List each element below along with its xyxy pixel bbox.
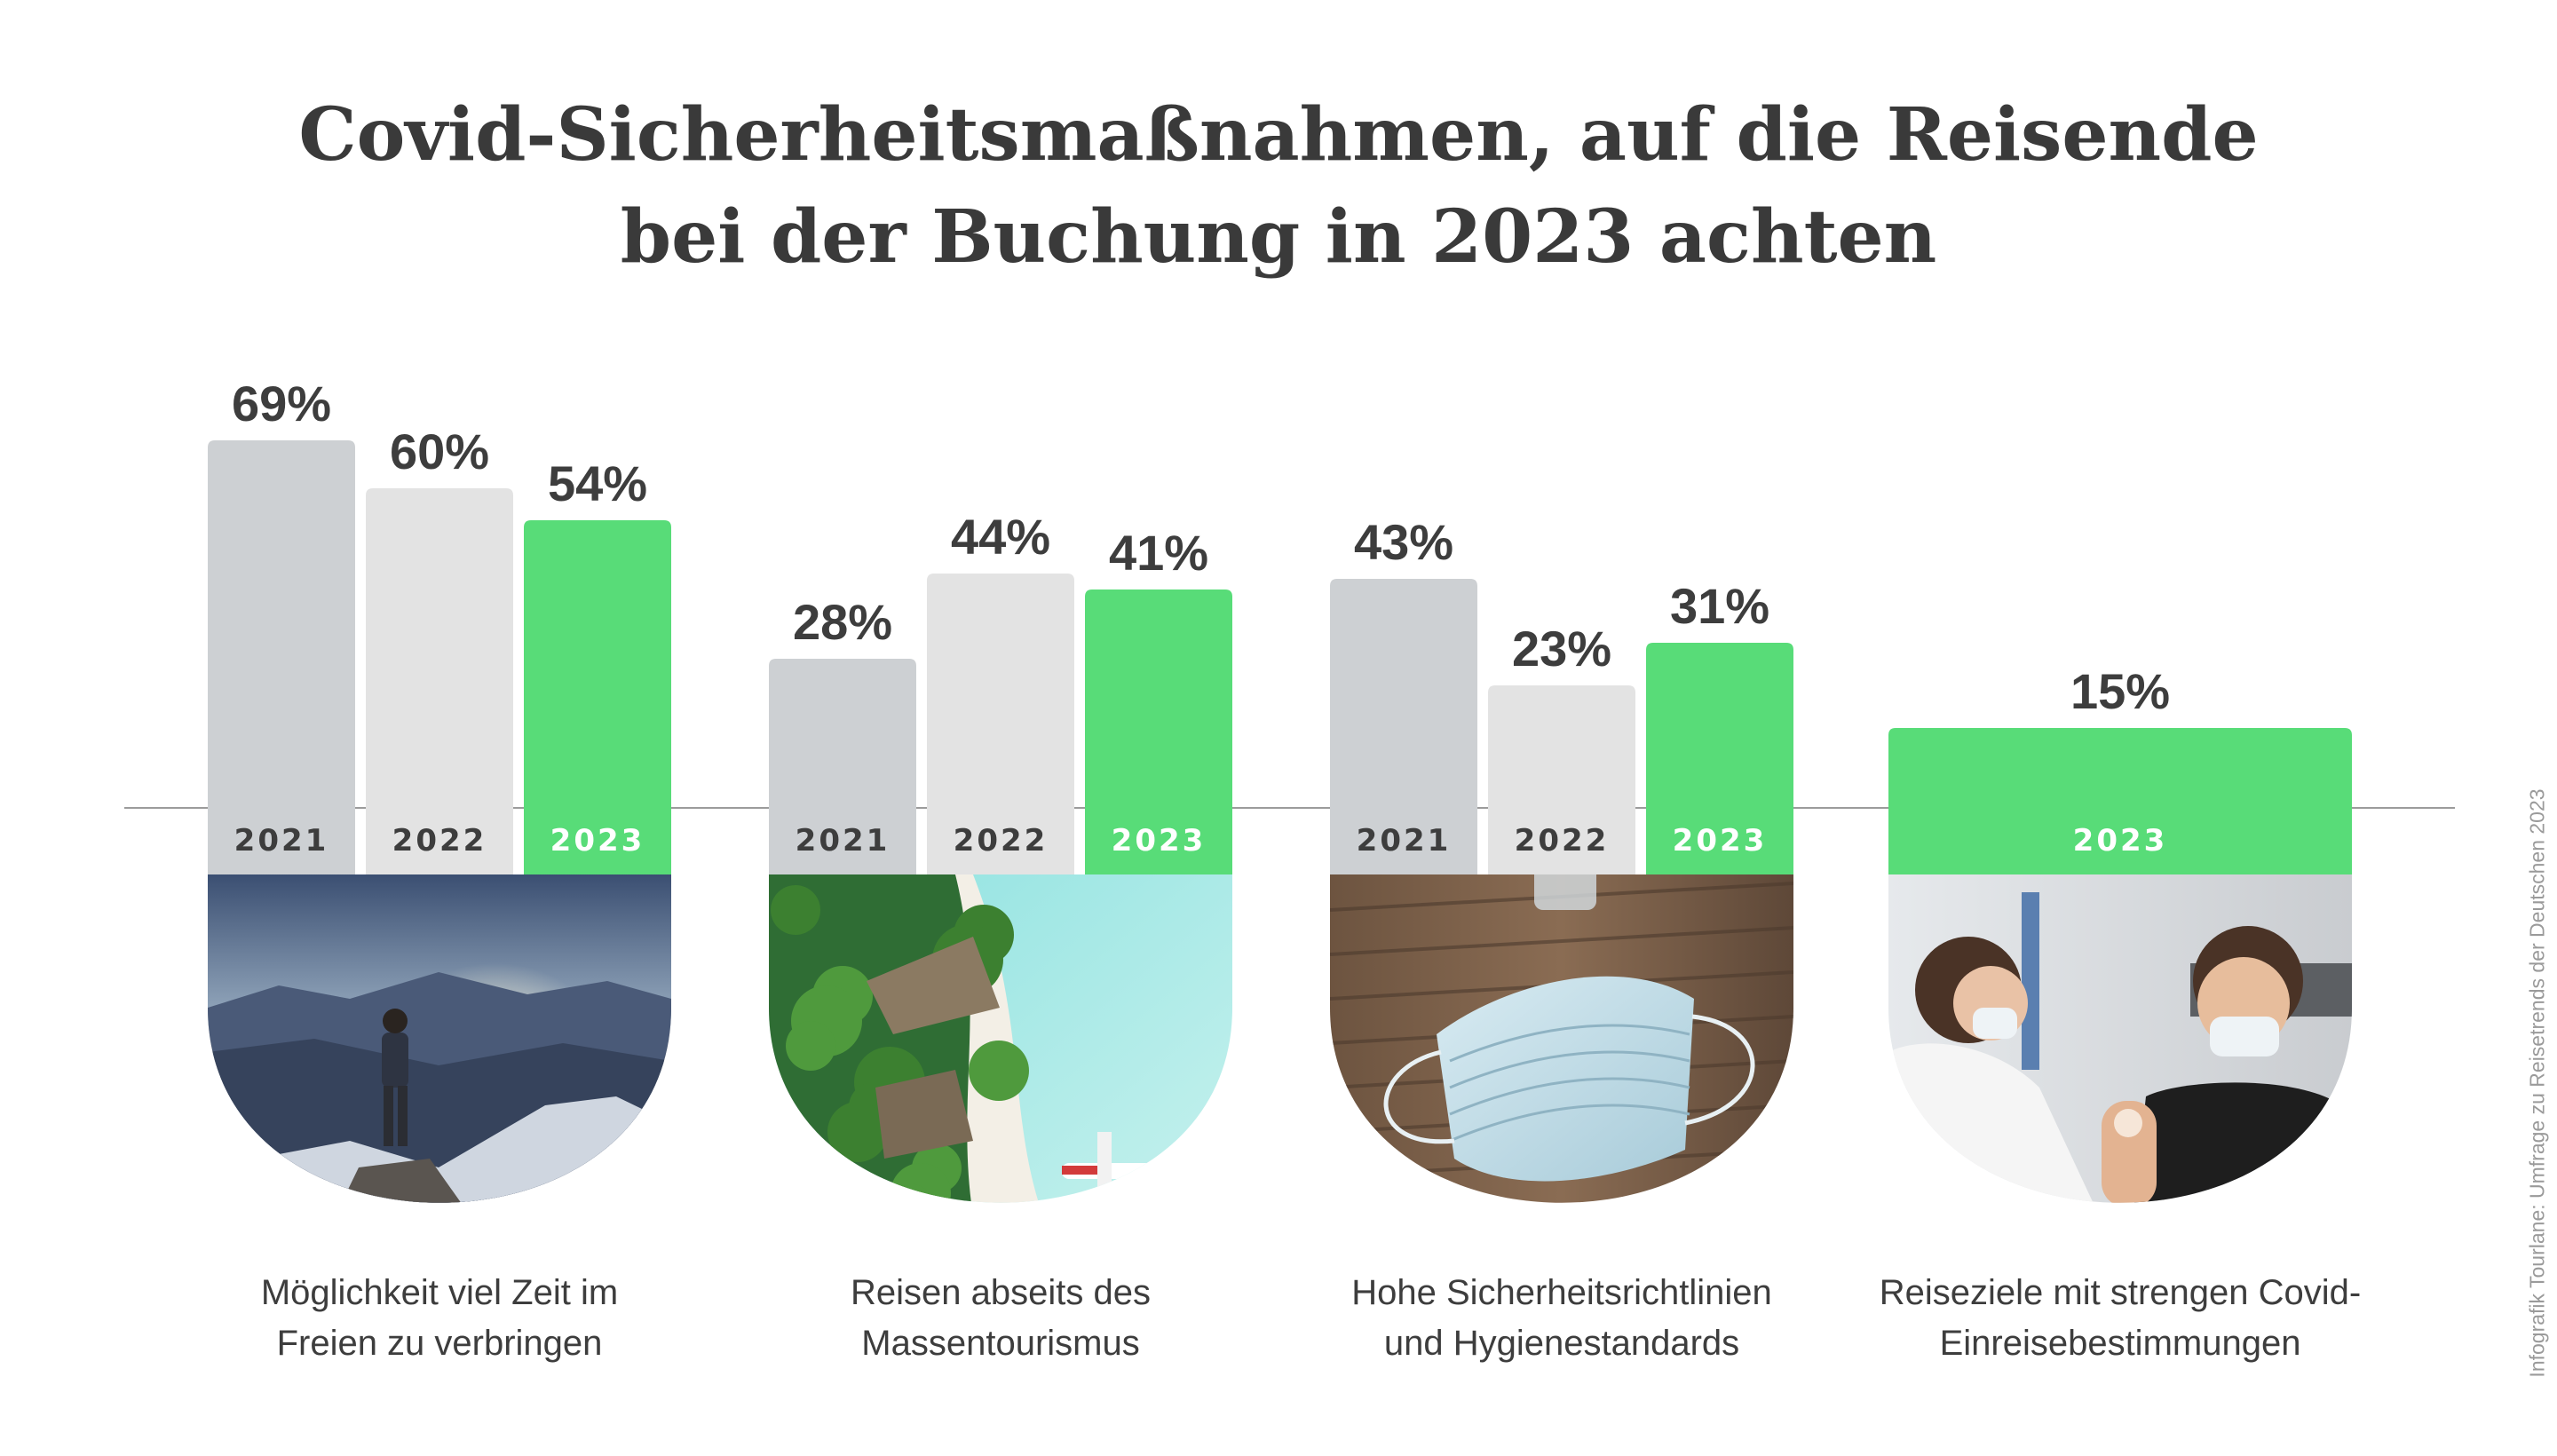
bar-group-2-2023 [1085,590,1232,874]
value-label-group-4-2023: 15% [2070,663,2170,719]
value-label-group-3-2022: 23% [1512,621,1611,677]
source-note: Infografik Tourlane: Umfrage zu Reisetre… [2525,788,2549,1378]
caption-group-2: Reisen abseits des Massentourismus [716,1268,1285,1369]
value-label-group-2-2023: 41% [1109,525,1208,581]
bar-group-2-2021 [769,659,916,874]
face-mask-on-table-image [1330,874,1793,1203]
value-label-group-3-2023: 31% [1670,578,1769,634]
tropical-beach-palms-seaplane-image [769,874,1232,1203]
caption-group-1-line-1: Möglichkeit viel Zeit im [260,1273,619,1312]
value-label-group-3-2021: 43% [1354,514,1453,570]
bar-group-3-2021 [1330,579,1477,874]
value-label-group-1-2022: 60% [390,423,489,479]
vaccination-arm-image [1888,874,2352,1203]
year-label-group-1-2022: 2022 [392,823,487,859]
year-label-group-3-2022: 2022 [1515,823,1610,859]
bar-group-1-2021 [208,440,355,874]
year-label-group-4-2023: 2023 [2073,823,2168,859]
year-label-group-2-2023: 2023 [1112,823,1207,859]
caption-group-3-line-1: Hohe Sicherheitsrichtlinien [1351,1273,1772,1312]
year-label-group-3-2023: 2023 [1673,823,1768,859]
caption-group-3: Hohe Sicherheitsrichtlinien und Hygienest… [1278,1268,1846,1369]
chart-title: Covid-Sicherheitsmaßnahmen, auf die Reis… [0,84,2557,289]
bar-group-4-2023 [1888,728,2352,874]
caption-group-4-line-1: Reiseziele mit strengen Covid- [1879,1273,2362,1312]
hiker-mountain-sunset-image [208,874,671,1203]
bar-group-3-2022 [1488,685,1635,874]
bar-group-1-2022 [366,488,513,874]
bar-group-2-2022 [927,574,1074,874]
caption-group-2-line-1: Reisen abseits des [851,1273,1151,1312]
year-label-group-2-2021: 2021 [796,823,891,859]
value-label-group-1-2021: 69% [232,376,331,431]
caption-group-1: Möglichkeit viel Zeit im Freien zu verbri… [155,1268,724,1369]
year-label-group-2-2022: 2022 [954,823,1049,859]
caption-group-3-line-2: und Hygienestandards [1383,1324,1740,1363]
caption-group-4: Reiseziele mit strengen Covid- Einreisebe… [1836,1268,2404,1369]
chart-title-line-2: bei der Buchung in 2023 achten [620,194,1937,280]
year-label-group-3-2021: 2021 [1357,823,1452,859]
caption-group-2-line-2: Massentourismus [861,1324,1140,1363]
bar-group-1-2023 [524,520,671,874]
year-label-group-1-2021: 2021 [234,823,329,859]
value-label-group-1-2023: 54% [548,455,647,511]
value-label-group-2-2022: 44% [951,509,1050,565]
chart-title-line-1: Covid-Sicherheitsmaßnahmen, auf die Reis… [298,92,2259,178]
value-label-group-2-2021: 28% [793,594,892,650]
caption-group-1-line-2: Freien zu verbringen [276,1324,603,1363]
bar-group-3-2023 [1646,643,1793,874]
caption-group-4-line-2: Einreisebestimmungen [1939,1324,2301,1363]
year-label-group-1-2023: 2023 [550,823,645,859]
